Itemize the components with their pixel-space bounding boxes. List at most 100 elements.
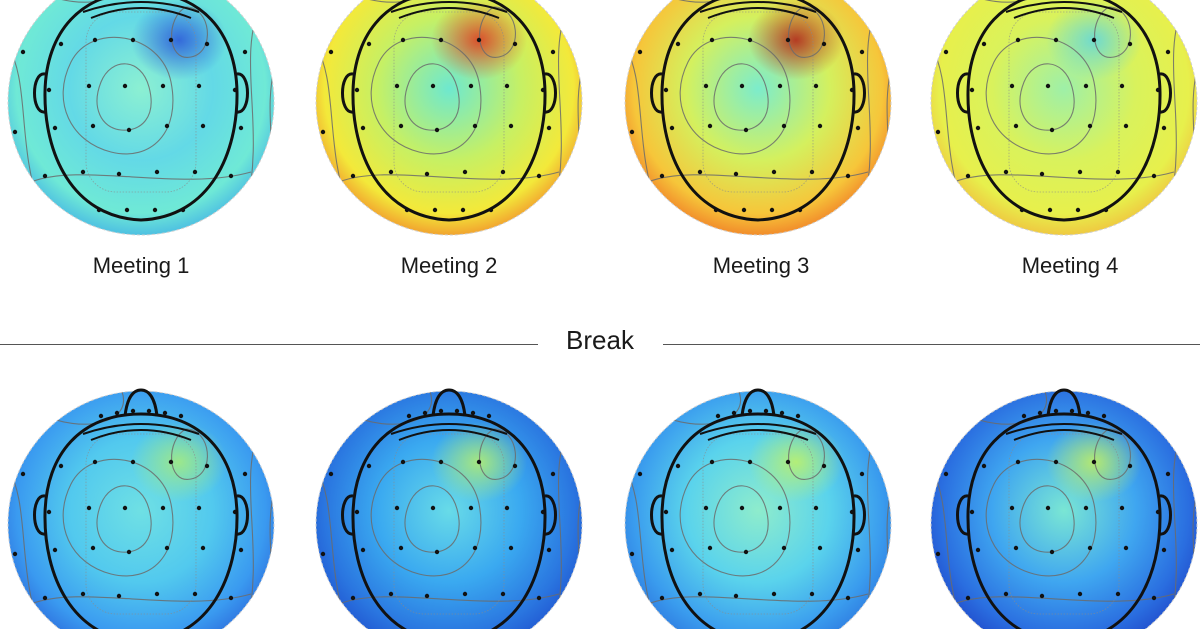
left-ear-icon [33, 494, 46, 536]
left-ear-icon [956, 72, 969, 114]
electrode-dot [238, 125, 244, 131]
electrode-dot [438, 408, 444, 414]
electrode-dot [460, 207, 466, 213]
electrode-dot [1091, 37, 1097, 43]
electrode-dot [1047, 207, 1053, 213]
after-head-map-3 [624, 388, 892, 629]
electrode-dot [366, 41, 372, 47]
electrode-dot [849, 509, 855, 515]
electrode-dot [462, 169, 468, 175]
electrode-dot [733, 171, 739, 177]
electrode-dot [629, 551, 635, 557]
electrode-dot [763, 408, 769, 414]
electrode-dot [320, 551, 326, 557]
brow-line [82, 423, 200, 435]
electrode-dot [1045, 505, 1051, 511]
electrode-dot [86, 83, 92, 89]
contour-line [647, 593, 869, 605]
electrode-dot [58, 41, 64, 47]
electrode-dot [512, 463, 518, 469]
electrode-dot [741, 207, 747, 213]
electrode-dot [1155, 87, 1161, 93]
brow-line [1013, 429, 1115, 441]
electrode-dot [1077, 169, 1083, 175]
electrode-dot [813, 83, 819, 89]
after-break-row [7, 388, 1198, 629]
electrode-dot [168, 37, 174, 43]
electrode-dot [46, 87, 52, 93]
electrode-dot [540, 87, 546, 93]
electrode-dot [777, 83, 783, 89]
electrode-dot [1021, 413, 1027, 419]
contour-line [679, 36, 791, 155]
left-ear-icon [33, 72, 46, 114]
electrode-dot [430, 83, 436, 89]
electrode-dot [859, 471, 865, 477]
electrode-dot [114, 410, 120, 416]
interpolation-boundary [85, 11, 197, 193]
electrode-dot [204, 41, 210, 47]
electrode-dot [536, 173, 542, 179]
contour-line [171, 428, 208, 480]
electrode-dot [629, 129, 635, 135]
electrode-dot [943, 471, 949, 477]
electrode-dot [747, 459, 753, 465]
electrode-dot [1101, 413, 1107, 419]
electrode-dot [46, 509, 52, 515]
electrode-dot [160, 505, 166, 511]
electrode-dot [58, 463, 64, 469]
electrode-dot [546, 125, 552, 131]
electrode-dot [92, 459, 98, 465]
electrode-dot [354, 87, 360, 93]
electrode-dot [434, 549, 440, 555]
electrode-dot [360, 125, 366, 131]
before-head-map-3 [624, 0, 892, 236]
electrode-dot [462, 591, 468, 597]
electrode-dot [1127, 41, 1133, 47]
electrode-dot [1161, 547, 1167, 553]
electrode-dot [981, 463, 987, 469]
electrode-dot [242, 471, 248, 477]
brow-line [707, 429, 809, 441]
electrode-dot [781, 123, 787, 129]
contour-line [953, 171, 1175, 183]
contour-line [96, 485, 152, 553]
electrode-dot [180, 207, 186, 213]
electrode-dot [122, 83, 128, 89]
electrode-dot [164, 545, 170, 551]
electrode-dot [1119, 83, 1125, 89]
interpolation-boundary [393, 11, 505, 193]
electrode-dot [468, 505, 474, 511]
electrode-dot [204, 463, 210, 469]
electrode-dot [1015, 37, 1021, 43]
head-outline [43, 0, 239, 222]
break-divider-right [663, 344, 1200, 345]
nose-icon [740, 388, 776, 417]
electrode-dot [80, 591, 86, 597]
electrode-dot [709, 459, 715, 465]
head-outline [351, 412, 547, 629]
electrode-dot [771, 169, 777, 175]
electrode-dot [981, 41, 987, 47]
electrode-dot [771, 591, 777, 597]
electrode-dot [703, 83, 709, 89]
activation-hotspot [131, 422, 227, 502]
contour-line [985, 36, 1097, 155]
electrode-dot [192, 591, 198, 597]
electrode-dot [809, 169, 815, 175]
electrode-dot [500, 169, 506, 175]
contour-line [1094, 6, 1131, 58]
electrode-dot [470, 410, 476, 416]
electrode-dot [769, 207, 775, 213]
electrode-dot [1165, 49, 1171, 55]
nose-icon [431, 388, 467, 417]
electrode-dot [328, 471, 334, 477]
contour-line [713, 485, 769, 553]
electrode-dot [12, 129, 18, 135]
electrode-dot [122, 505, 128, 511]
electrode-dot [398, 123, 404, 129]
head-outline [660, 0, 856, 222]
electrode-dot [488, 207, 494, 213]
electrode-dot [476, 459, 482, 465]
electrode-dot [859, 49, 865, 55]
